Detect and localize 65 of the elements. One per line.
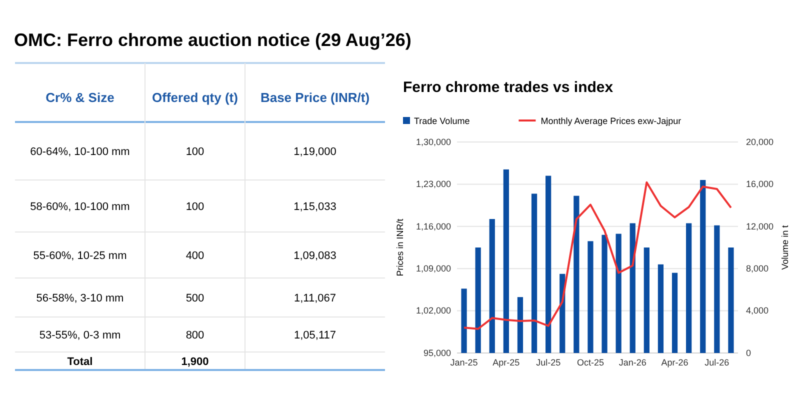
legend-label: Monthly Average Prices exw-Jajpur — [540, 116, 682, 126]
y-tick-label: 1,09,000 — [416, 263, 451, 274]
bar — [461, 288, 467, 353]
data-label: 1,19,000 — [294, 146, 336, 158]
y2-tick-label: 12,000 — [746, 221, 774, 232]
bar — [475, 248, 481, 353]
legend-label: Trade Volume — [414, 116, 470, 126]
bar — [714, 225, 720, 353]
data-label: 100 — [186, 146, 204, 158]
bar — [574, 196, 580, 353]
x-tick-label: Apr-26 — [661, 357, 688, 368]
data-label: 1,15,033 — [294, 201, 336, 213]
category-label: Total — [67, 356, 93, 368]
chart-title: Ferro chrome trades vs index — [403, 79, 614, 96]
category-label: 58-60%, 10-100 mm — [30, 201, 130, 213]
y-tick-label: 95,000 — [423, 348, 451, 358]
text: Base Price (INR/t) — [260, 90, 370, 105]
y2-tick-label: 8,000 — [746, 263, 769, 274]
y-tick-label: 1,16,000 — [416, 221, 451, 232]
text: Offered qty (t) — [152, 90, 238, 105]
bar — [489, 219, 495, 353]
x-tick-label: Apr-25 — [492, 357, 520, 368]
bar — [602, 234, 608, 353]
data-label: 1,09,083 — [294, 250, 336, 262]
y-tick-label: 1,23,000 — [416, 179, 451, 190]
bar — [630, 223, 636, 353]
category-label: 60-64%, 10-100 mm — [30, 146, 130, 158]
bar — [546, 176, 552, 353]
bar — [503, 169, 509, 353]
bar — [616, 234, 622, 353]
y2-tick-label: 4,000 — [746, 306, 769, 316]
y2-tick-label: 16,000 — [746, 179, 774, 190]
bar — [658, 264, 664, 353]
bar — [531, 194, 538, 353]
data-label: 1,11,067 — [294, 292, 336, 304]
text: Cr% & Size — [46, 90, 114, 105]
y2-axis-title: Volume in t — [780, 224, 790, 270]
data-label: 400 — [186, 250, 204, 262]
bar — [644, 248, 650, 353]
x-tick-label: Jan-25 — [450, 357, 478, 368]
data-label: 800 — [186, 330, 204, 342]
y-tick-label: 1,02,000 — [416, 306, 451, 316]
text: OMC: Ferro chrome auction notice (29 Aug’26) — [14, 30, 412, 50]
y2-tick-label: 20,000 — [746, 136, 774, 147]
x-tick-label: Jul-25 — [536, 357, 561, 368]
data-label: 1,900 — [181, 356, 209, 368]
bar — [588, 241, 594, 353]
y-tick-label: 1,30,000 — [416, 136, 451, 147]
category-label: 56-58%, 3-10 mm — [36, 292, 124, 304]
bar — [686, 223, 692, 353]
category-label: 55-60%, 10-25 mm — [33, 250, 127, 262]
x-tick-label: Oct-25 — [576, 357, 604, 368]
y2-tick-label: 0 — [746, 348, 752, 358]
bar — [700, 180, 706, 353]
data-label: 500 — [186, 292, 204, 304]
bar — [517, 297, 524, 353]
category-label: 53-55%, 0-3 mm — [39, 330, 121, 342]
data-label: 1,05,117 — [294, 330, 336, 342]
x-tick-label: Jul-26 — [704, 357, 730, 368]
data-label: 100 — [186, 201, 204, 213]
line-series — [463, 181, 732, 330]
bar — [728, 248, 734, 353]
bar — [672, 272, 678, 353]
x-tick-label: Jan-26 — [618, 357, 646, 368]
y-axis-title: Prices in INR/t — [395, 218, 405, 276]
